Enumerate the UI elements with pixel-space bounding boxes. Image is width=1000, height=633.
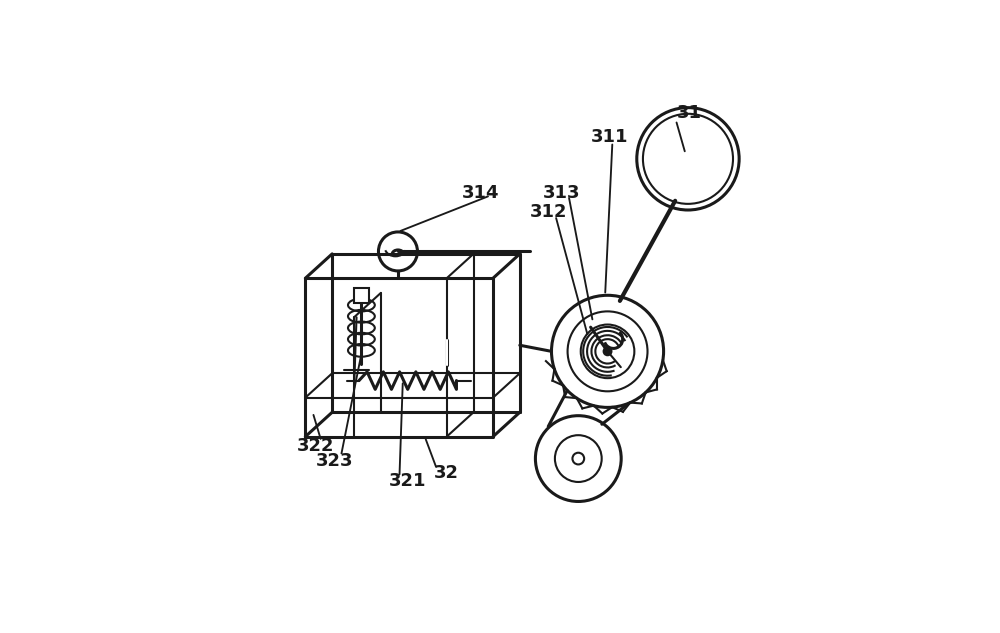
Text: 311: 311 [591,128,629,146]
Text: 314: 314 [462,184,500,202]
Circle shape [604,348,611,355]
Text: 312: 312 [530,203,568,222]
Text: 322: 322 [296,437,334,455]
Text: 323: 323 [316,452,353,470]
Text: 321: 321 [389,472,426,489]
Text: 313: 313 [542,184,580,202]
Text: 31: 31 [676,104,701,122]
Bar [354,288,369,303]
Text: 32: 32 [434,464,459,482]
